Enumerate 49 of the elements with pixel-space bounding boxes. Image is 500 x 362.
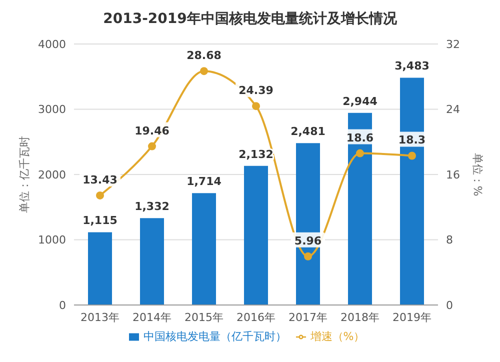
- x-tick-label: 2018年: [340, 310, 380, 324]
- bar: [192, 193, 216, 305]
- x-tick-label: 2016年: [236, 310, 276, 324]
- point: [148, 142, 156, 150]
- bar: [244, 166, 268, 305]
- y-tick-label: 2000: [38, 168, 66, 182]
- data-label: 1,714: [186, 175, 222, 188]
- y2-axis-title: 单位：%: [471, 152, 484, 196]
- data-label: 1,115: [82, 214, 118, 228]
- data-label: 13.43: [82, 173, 118, 186]
- point: [356, 149, 364, 158]
- point: [304, 252, 312, 260]
- x-tick-label: 2015年: [184, 310, 224, 324]
- x-tick-label: 2013年: [80, 310, 120, 324]
- data-label: 24.39: [238, 84, 274, 98]
- bar: [140, 218, 164, 305]
- legend-label: 增速（%）: [310, 330, 365, 343]
- data-label: 28.68: [186, 49, 222, 62]
- y-tick-label: 3000: [38, 103, 66, 116]
- point: [200, 67, 208, 76]
- y-tick-label: 1000: [38, 234, 66, 247]
- bar: [88, 232, 112, 305]
- data-label: 3,483: [394, 60, 430, 73]
- data-label: 2,132: [238, 148, 274, 161]
- chart-title: 2013-2019年中国核电发电量统计及增长情况: [102, 10, 398, 29]
- y-tick-label: 4000: [38, 38, 66, 51]
- data-label: 2,944: [342, 94, 378, 108]
- point: [408, 152, 416, 160]
- data-label: 5.96: [294, 234, 322, 248]
- data-label: 2,481: [290, 125, 326, 138]
- x-tick-label: 2017年: [288, 310, 328, 324]
- y2-tick-label: 8: [446, 234, 453, 247]
- legend-label: 中国核电发电量（亿千瓦时）: [143, 330, 286, 343]
- x-tick-label: 2019年: [392, 310, 432, 324]
- point: [252, 102, 260, 110]
- data-label: 18.3: [398, 134, 426, 147]
- y2-tick-label: 0: [446, 298, 453, 312]
- y-tick-label: 0: [59, 298, 66, 312]
- point: [96, 191, 104, 200]
- data-label: 1,332: [134, 200, 170, 214]
- y2-tick-label: 16: [446, 168, 460, 182]
- bar: [400, 78, 424, 305]
- data-label: 18.6: [346, 131, 374, 144]
- y2-tick-label: 32: [446, 38, 460, 51]
- x-tick-label: 2014年: [132, 310, 172, 324]
- y2-tick-label: 24: [446, 103, 460, 116]
- data-label: 19.46: [134, 124, 170, 138]
- bar: [348, 112, 372, 305]
- y-axis-title: 单位：亿千瓦时: [18, 136, 31, 213]
